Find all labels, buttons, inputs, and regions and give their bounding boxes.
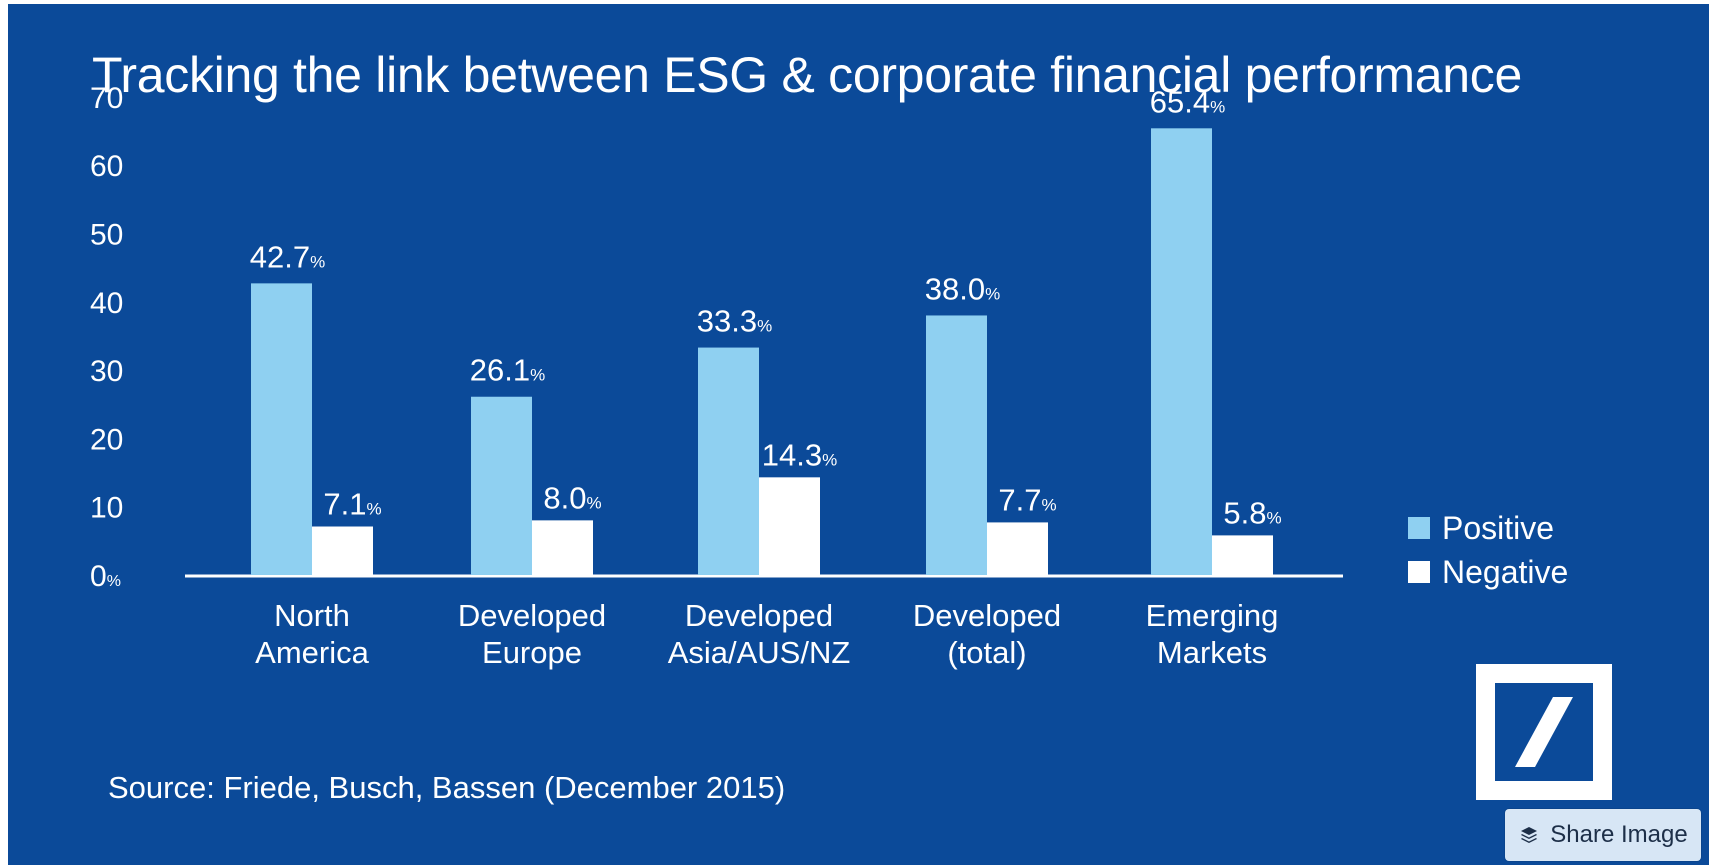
bar-positive — [1151, 128, 1212, 575]
y-tick-label: 30 — [90, 355, 123, 388]
logo-inner — [1495, 683, 1593, 781]
logo-slash-icon — [1515, 697, 1573, 767]
legend-swatch-positive — [1408, 517, 1430, 539]
x-category-label: Developed — [685, 598, 833, 633]
chart-panel: Tracking the link between ESG & corporat… — [8, 4, 1709, 865]
value-label-positive: 38.0% — [925, 271, 1000, 306]
x-category-label: Europe — [482, 635, 582, 670]
y-tick-label: 40 — [90, 287, 123, 320]
legend-item-positive: Positive — [1408, 506, 1568, 550]
value-label-negative: 7.1% — [323, 487, 381, 522]
x-category-label: Emerging — [1146, 598, 1279, 633]
y-tick-label: 50 — [90, 219, 123, 252]
value-label-negative: 5.8% — [1223, 495, 1281, 530]
x-category-label: North — [274, 598, 350, 633]
bar-positive — [251, 283, 312, 575]
source-note: Source: Friede, Busch, Bassen (December … — [108, 770, 786, 805]
legend: Positive Negative — [1408, 506, 1568, 594]
y-tick-label: 10 — [90, 492, 123, 525]
legend-label-positive: Positive — [1442, 509, 1555, 546]
value-label-negative: 7.7% — [998, 482, 1056, 517]
x-category-label: America — [255, 635, 369, 670]
bar-negative — [312, 526, 373, 575]
bar-negative — [532, 520, 593, 575]
bar-negative — [1212, 535, 1273, 575]
chart-title: Tracking the link between ESG & corporat… — [92, 47, 1522, 103]
bar-positive — [471, 396, 532, 575]
x-category-label: Markets — [1157, 635, 1267, 670]
bar-negative — [759, 477, 820, 575]
bar-positive — [926, 315, 987, 575]
x-category-label: Developed — [458, 598, 606, 633]
y-tick-label: 20 — [90, 423, 123, 456]
share-image-button[interactable]: Share Image — [1505, 809, 1701, 861]
deutsche-bank-logo-icon — [1476, 664, 1612, 800]
legend-item-negative: Negative — [1408, 550, 1568, 594]
y-tick-label: 0% — [90, 560, 121, 593]
layers-icon — [1521, 827, 1538, 843]
x-category-label: Developed — [913, 598, 1061, 633]
value-label-negative: 14.3% — [762, 437, 837, 472]
x-category-label: (total) — [947, 635, 1026, 670]
value-label-positive: 33.3% — [697, 304, 772, 339]
value-label-negative: 8.0% — [543, 480, 601, 515]
bar-positive — [698, 347, 759, 575]
x-category-label: Asia/AUS/NZ — [668, 635, 851, 670]
value-label-positive: 42.7% — [250, 239, 325, 274]
bar-negative — [987, 522, 1048, 575]
legend-label-negative: Negative — [1442, 553, 1569, 590]
legend-swatch-negative — [1408, 561, 1430, 583]
value-label-positive: 65.4% — [1150, 84, 1225, 119]
share-image-label: Share Image — [1550, 821, 1688, 848]
y-tick-label: 60 — [90, 150, 123, 183]
y-tick-label: 70 — [90, 82, 123, 115]
value-label-positive: 26.1% — [470, 353, 545, 388]
